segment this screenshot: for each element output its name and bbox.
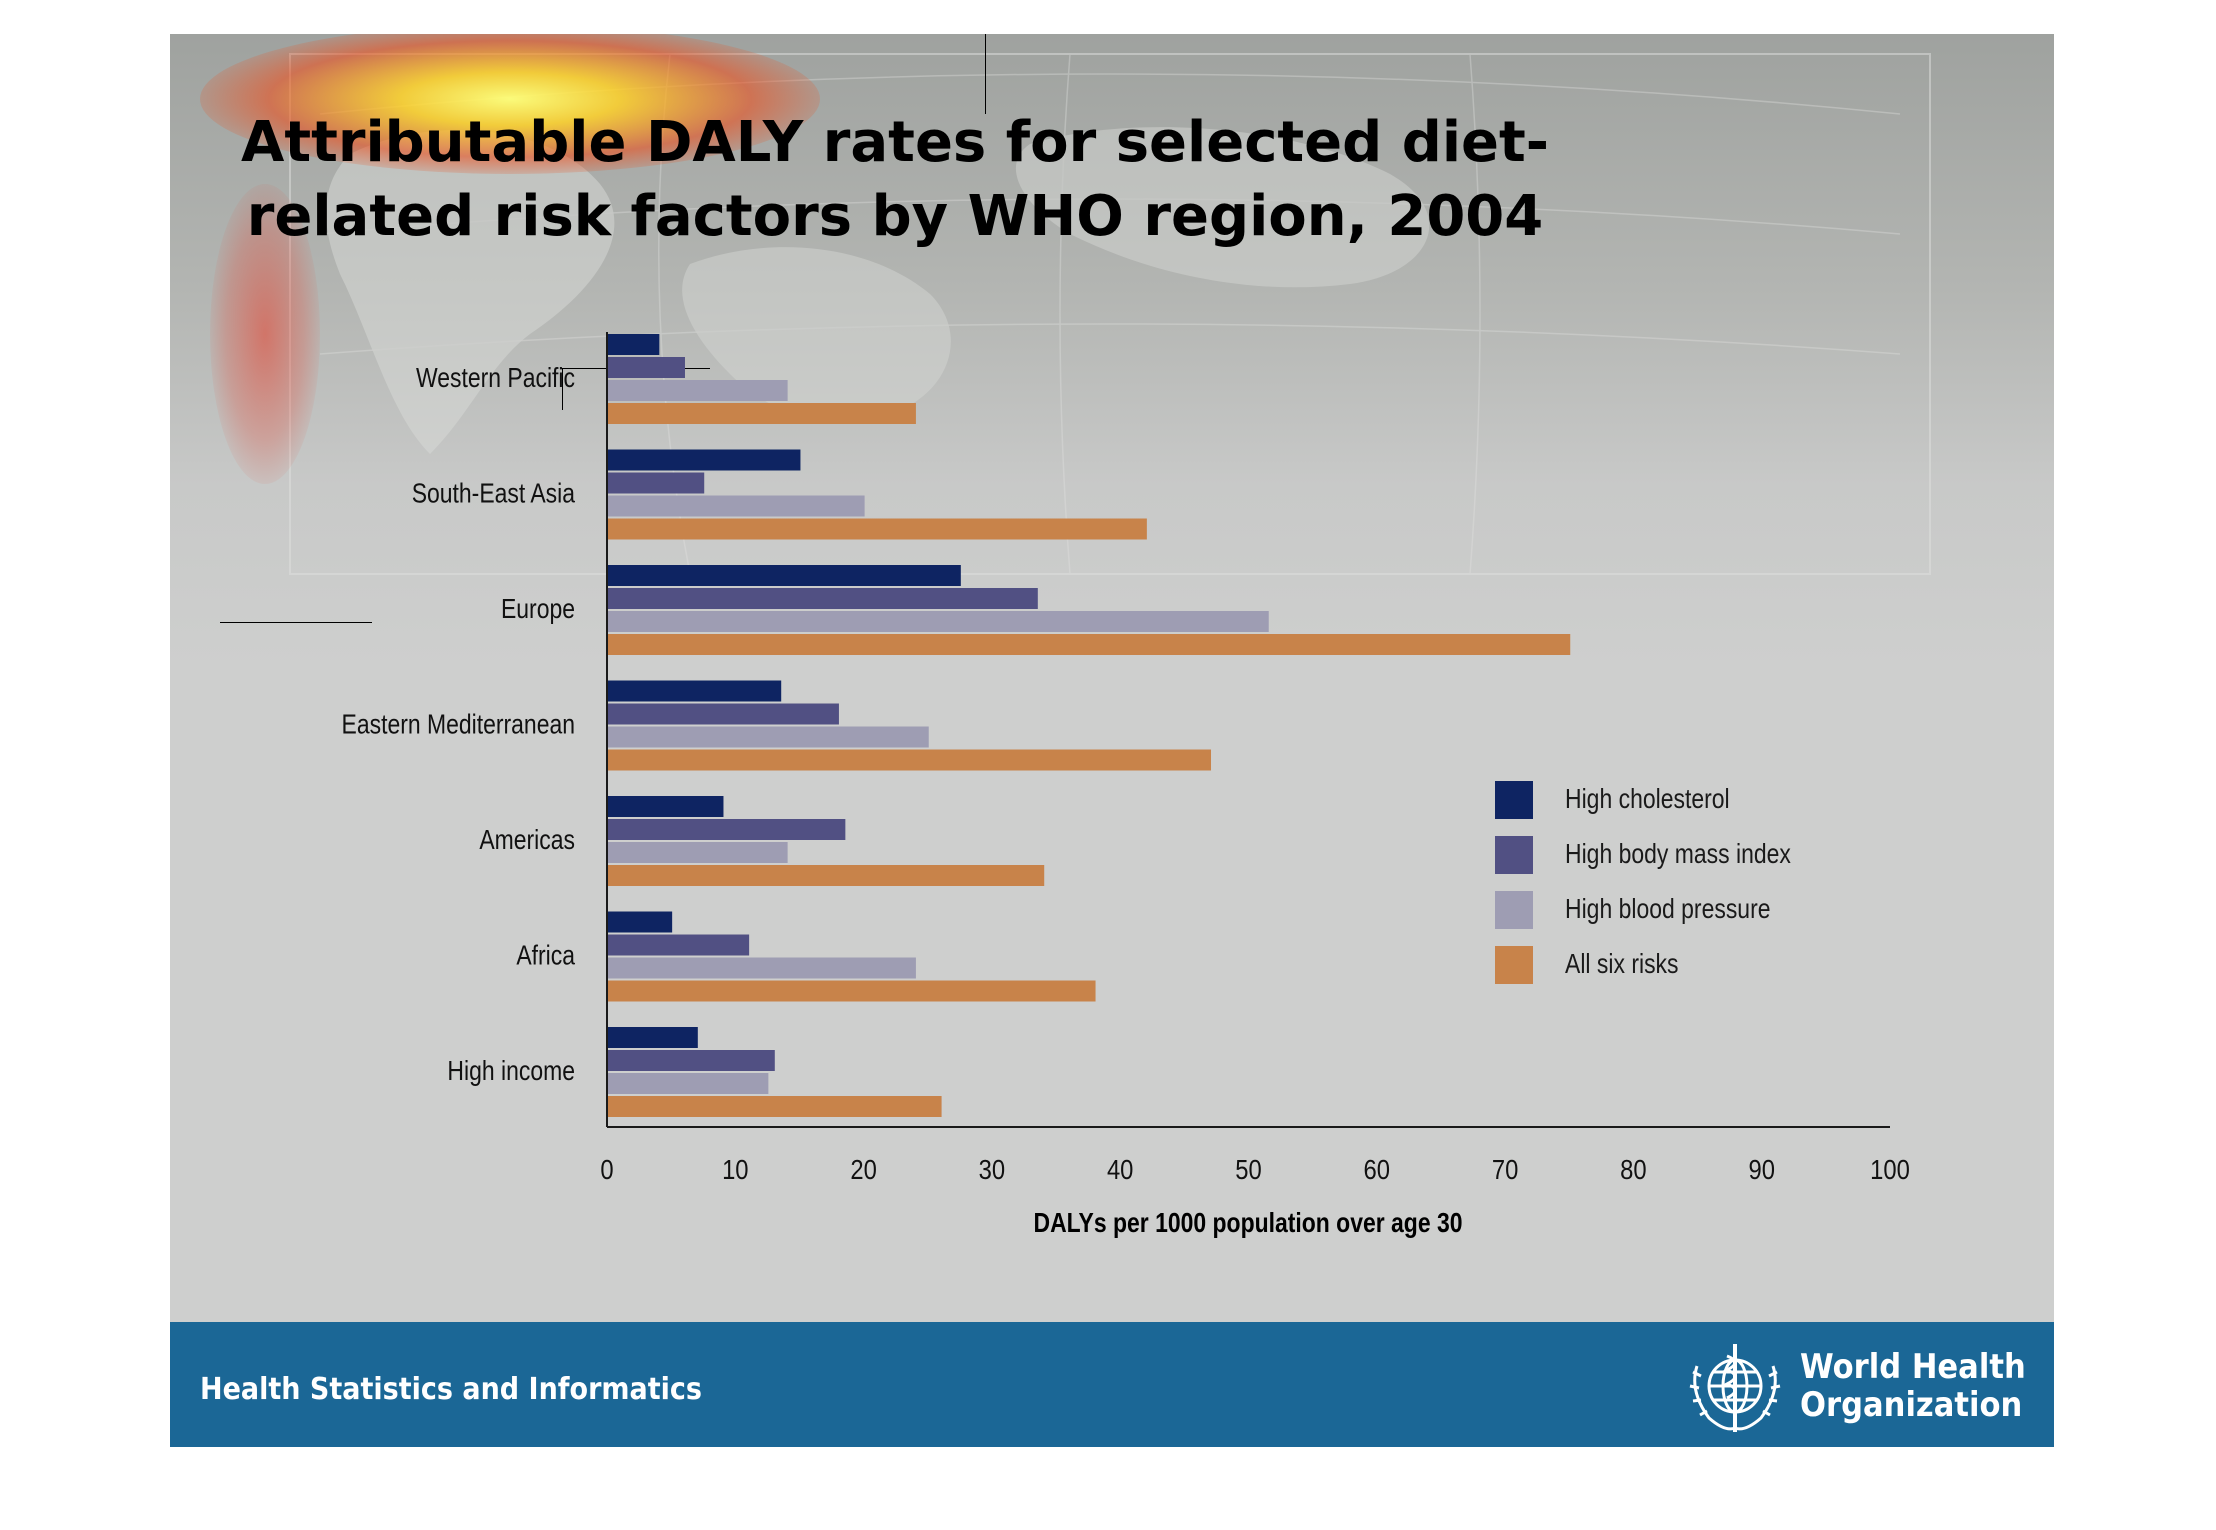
bar [608,403,916,424]
bar [608,588,1038,609]
bar [608,334,660,355]
bar [608,565,961,586]
organization-name-line2: Organization [1800,1385,2023,1425]
bar [608,1050,775,1071]
legend-swatch [1495,781,1533,819]
category-label: Africa [516,940,575,971]
bar [608,957,916,979]
category-label: Western Pacific [416,363,575,394]
bars [608,334,1571,1117]
category-labels: Western Pacific South-East Asia Europe East… [342,363,576,1087]
bar [608,934,750,956]
x-tick-label: 80 [1620,1153,1646,1185]
x-tick-label: 70 [1492,1153,1518,1185]
who-emblem-icon [1689,1344,1781,1432]
x-tick-label: 10 [722,1153,748,1185]
bar [608,703,839,725]
legend-label: All six risks [1565,948,1679,979]
bar [608,518,1147,540]
heatmap-overlay [200,34,820,174]
heatmap-overlay-lower [210,184,320,484]
page-title: Attributable DALY rates for selected die… [240,110,1549,249]
bar [608,1027,698,1048]
category-label: High income [447,1056,575,1087]
footer-title: Health Statistics and Informatics [200,1372,703,1407]
legend-swatch [1495,891,1533,929]
divider-line [985,34,986,114]
x-tick-label: 20 [850,1153,876,1185]
bar [608,1096,942,1117]
bar [608,749,1212,771]
bar [608,842,788,863]
divider-line [220,622,372,623]
category-label: Eastern Mediterranean [342,709,575,740]
x-axis-title: DALYs per 1000 population over age 30 [1034,1208,1463,1239]
bar [608,726,929,748]
x-tick-label: 50 [1235,1153,1261,1185]
legend-swatch [1495,836,1533,874]
bar [608,1073,769,1094]
legend-label: High blood pressure [1565,893,1771,924]
legend-label: High body mass index [1565,838,1791,869]
bar [608,865,1045,886]
bar [608,819,846,840]
world-map-background [289,53,1931,575]
footer-bar: Health Statistics and Informatics World … [170,1322,2054,1447]
category-label: Americas [479,825,575,856]
legend-swatch [1495,946,1533,984]
bar [608,911,673,933]
organization-name: World Health Organization [1800,1348,2026,1424]
slide: Attributable DALY rates for selected die… [170,34,2054,1447]
category-label: Europe [501,594,575,625]
x-tick-label: 30 [979,1153,1005,1185]
bar-chart: Western Pacific South-East Asia Europe East… [342,332,1910,1239]
bar [608,449,801,471]
x-tick-label: 60 [1364,1153,1390,1185]
legend-label: High cholesterol [1565,783,1730,814]
divider-line [562,368,563,410]
bar [608,380,788,401]
bar [608,495,865,517]
bar [608,611,1269,632]
x-tick-label: 0 [600,1153,613,1185]
x-tick-label: 90 [1748,1153,1774,1185]
bar [608,472,705,494]
category-label: South-East Asia [412,478,576,509]
x-tick-label: 40 [1107,1153,1133,1185]
bar [608,357,685,378]
x-tick-labels: 0 10 20 30 40 50 60 70 80 90 100 [600,1153,1909,1185]
bar [608,796,724,817]
bar [608,680,782,702]
x-tick-label: 100 [1870,1153,1910,1185]
organization-name-line1: World Health [1800,1347,2026,1387]
bar [608,980,1096,1002]
bar [608,634,1571,655]
